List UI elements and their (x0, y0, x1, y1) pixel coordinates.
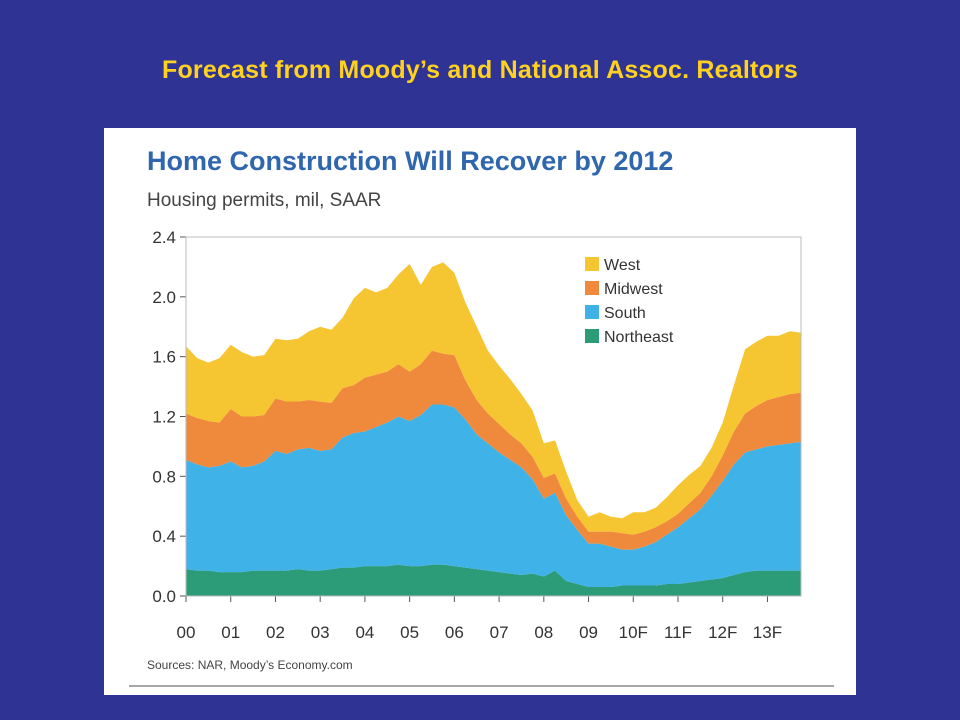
stacked-area-chart: 0.0 0.4 0.8 1.2 1.6 2.0 2.4 00 01 02 03 04 05 06 07 08… (129, 228, 834, 687)
area-west (186, 262, 801, 535)
y-axis-ticks: 0.0 0.4 0.8 1.2 1.6 2.0 2.4 (152, 228, 186, 606)
y-tick-label: 0.8 (152, 467, 176, 486)
y-tick-label: 0.0 (152, 587, 176, 606)
legend-label-west: West (604, 257, 641, 274)
y-tick-label: 1.6 (152, 348, 176, 367)
x-tick-label: 07 (490, 623, 509, 642)
x-tick-label: 06 (445, 623, 464, 642)
x-tick-label: 02 (266, 623, 285, 642)
area-northeast (186, 564, 801, 596)
x-tick-label: 09 (579, 623, 598, 642)
legend-swatch-northeast (585, 329, 599, 343)
legend-swatch-south (585, 305, 599, 319)
legend-label-northeast: Northeast (604, 329, 674, 346)
chart-title: Home Construction Will Recover by 2012 (147, 146, 674, 176)
area-layers (186, 262, 801, 596)
legend-swatch-west (585, 257, 599, 271)
chart-subtitle: Housing permits, mil, SAAR (147, 190, 382, 211)
x-tick-label: 05 (400, 623, 419, 642)
x-tick-label: 11F (664, 623, 692, 642)
area-south (186, 404, 801, 588)
legend-swatch-midwest (585, 281, 599, 295)
legend-label-midwest: Midwest (604, 281, 663, 298)
y-tick-label: 2.0 (152, 288, 176, 307)
x-tick-label: 00 (177, 623, 196, 642)
chart-panel: 0.0 0.4 0.8 1.2 1.6 2.0 2.4 00 01 02 03 04 05 06 07 08… (104, 128, 856, 695)
y-tick-label: 1.2 (152, 408, 176, 427)
x-tick-label: 08 (534, 623, 553, 642)
plot-frame (185, 236, 802, 597)
y-tick-label: 2.4 (152, 228, 176, 247)
x-axis-ticks: 00 01 02 03 04 05 06 07 08 09 10F 11F 12F 13F (177, 596, 782, 642)
x-tick-label: 10F (619, 623, 648, 642)
source-note: Sources: NAR, Moody’s Economy.com (147, 658, 353, 672)
area-midwest (186, 350, 801, 550)
slide-title: Forecast from Moody’s and National Assoc… (161, 56, 799, 84)
y-tick-label: 0.4 (152, 527, 176, 546)
legend-label-south: South (604, 305, 646, 322)
x-tick-label: 01 (221, 623, 240, 642)
x-tick-label: 03 (311, 623, 330, 642)
x-tick-label: 12F (708, 623, 737, 642)
x-tick-label: 04 (355, 623, 374, 642)
x-tick-label: 13F (753, 623, 782, 642)
legend: West Midwest South Northeast (576, 252, 696, 352)
